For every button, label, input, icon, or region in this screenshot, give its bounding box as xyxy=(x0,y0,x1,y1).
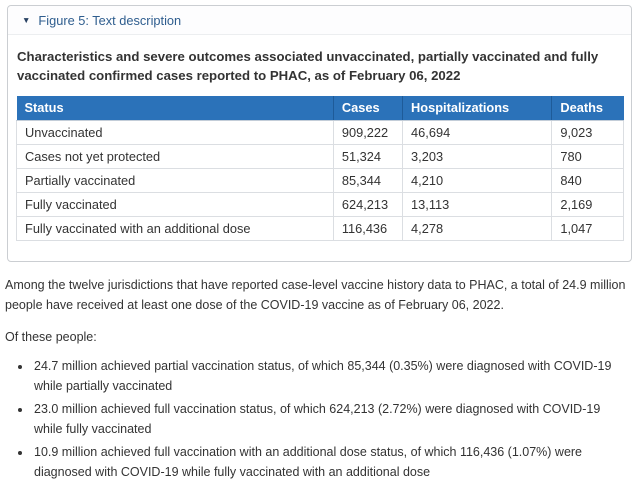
table-cell: Partially vaccinated xyxy=(16,167,334,193)
table-cell: 909,222 xyxy=(332,119,404,145)
table-cell: Unvaccinated xyxy=(16,119,334,145)
table-cell: 4,210 xyxy=(402,167,553,193)
table-cell: 116,436 xyxy=(332,215,404,241)
table-cell: 51,324 xyxy=(332,143,404,169)
table-cell: 2,169 xyxy=(551,191,624,217)
table-row: Unvaccinated 909,222 46,694 9,023 xyxy=(16,119,624,145)
column-header: Cases xyxy=(333,96,404,121)
vaccination-stats-list: 24.7 million achieved partial vaccinatio… xyxy=(5,356,639,482)
column-header: Deaths xyxy=(551,96,624,121)
page: { "colors": { "table_header_blue": "#2b7… xyxy=(0,0,639,435)
table-cell: 46,694 xyxy=(402,119,553,145)
list-item: 10.9 million achieved full vaccination w… xyxy=(32,442,632,482)
table-cell: 840 xyxy=(551,167,624,193)
table-cell: Fully vaccinated xyxy=(16,191,334,217)
table-cell: 624,213 xyxy=(332,191,404,217)
column-header: Status xyxy=(16,96,334,121)
figure-details-label: Figure 5: Text description xyxy=(38,13,182,28)
table-row: Fully vaccinated with an additional dose… xyxy=(16,215,624,241)
list-item: 24.7 million achieved partial vaccinatio… xyxy=(32,356,632,396)
table-title: Characteristics and severe outcomes asso… xyxy=(17,49,599,83)
list-item: 23.0 million achieved full vaccination s… xyxy=(32,399,632,439)
table-cell: 9,023 xyxy=(551,119,624,145)
figure-details-content: Characteristics and severe outcomes asso… xyxy=(8,35,631,261)
table-row: Cases not yet protected 51,324 3,203 780 xyxy=(16,143,624,169)
table-cell: 13,113 xyxy=(402,191,553,217)
table-row: Fully vaccinated 624,213 13,113 2,169 xyxy=(16,191,624,217)
table-cell: 4,278 xyxy=(402,215,553,241)
table-cell: 780 xyxy=(551,143,624,169)
lead-in-paragraph: Of these people: xyxy=(5,329,97,344)
table-cell: 3,203 xyxy=(402,143,553,169)
table-header-row: Status Cases Hospitalizations Deaths xyxy=(16,96,624,121)
figure-details-toggle[interactable]: ▼ Figure 5: Text description xyxy=(8,6,631,35)
table-cell: Fully vaccinated with an additional dose xyxy=(16,215,334,241)
collapse-triangle-icon: ▼ xyxy=(22,15,31,26)
summary-paragraph: Among the twelve jurisdictions that have… xyxy=(5,277,626,312)
vaccination-outcomes-table: Status Cases Hospitalizations Deaths Unvacc… xyxy=(16,96,624,241)
table-cell: Cases not yet protected xyxy=(16,143,334,169)
table-cell: 1,047 xyxy=(551,215,624,241)
table-row: Partially vaccinated 85,344 4,210 840 xyxy=(16,167,624,193)
figure-details-panel: ▼ Figure 5: Text description Characteris… xyxy=(7,5,632,262)
column-header: Hospitalizations xyxy=(402,96,553,121)
table-cell: 85,344 xyxy=(332,167,404,193)
